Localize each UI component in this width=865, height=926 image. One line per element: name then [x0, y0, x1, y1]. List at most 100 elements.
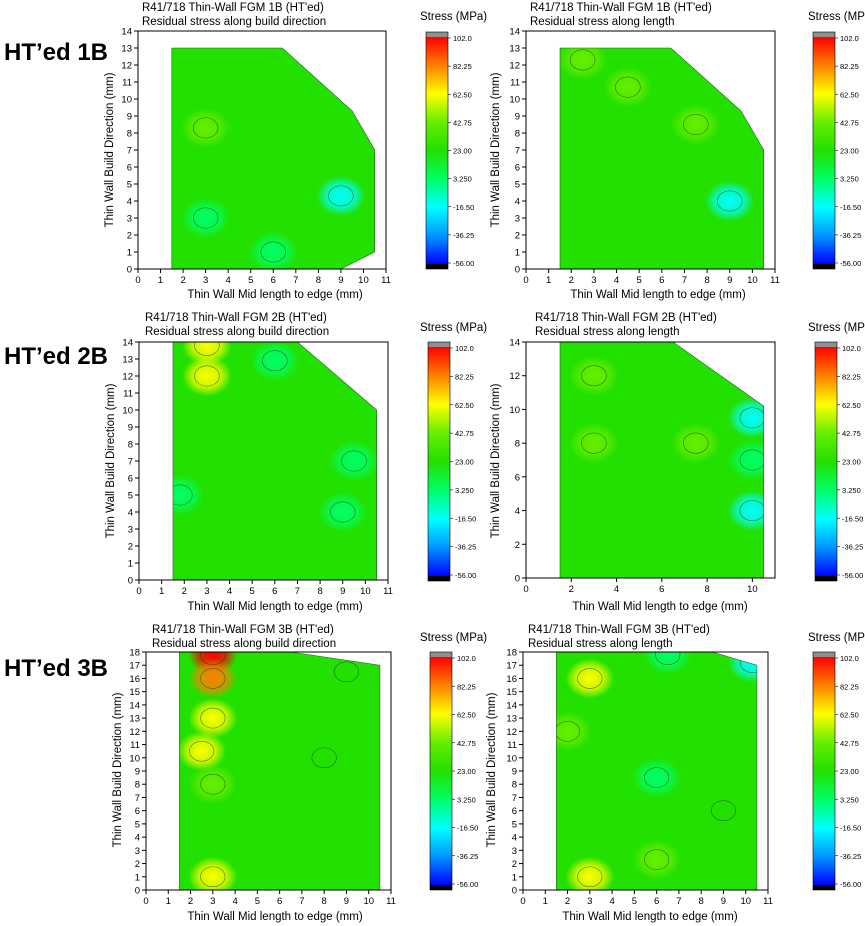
y-axis-label: Thin Wall Build Direction (mm) [490, 72, 502, 227]
stress-feature [560, 48, 608, 81]
colorbar-title: Stress (MPa) [420, 322, 487, 334]
colorbar-tick-label: -56.00 [840, 880, 861, 889]
y-tick-label: 13 [509, 44, 520, 55]
x-tick-label: 10 [740, 896, 751, 907]
colorbar-min-cap [428, 576, 450, 581]
chart-panel-1b-build-direction: R41/718 Thin-Wall FGM 1B (HT'ed) Residua… [104, 2, 391, 301]
x-tick-label: 0 [135, 275, 140, 286]
contour-line [200, 866, 226, 888]
x-tick-label: 1 [546, 275, 551, 286]
x-tick-label: 3 [203, 275, 208, 286]
y-tick-label: 5 [135, 819, 140, 830]
stress-feature [704, 180, 755, 222]
contour-line [189, 740, 215, 762]
y-tick-label: 8 [515, 129, 520, 140]
y-axis-label: Thin Wall Build Direction (mm) [112, 692, 124, 847]
y-tick-label: 9 [127, 112, 132, 123]
y-tick-label: 16 [129, 674, 140, 685]
stress-feature [727, 652, 757, 683]
x-tick-label: 11 [381, 275, 391, 286]
y-tick-label: 5 [512, 819, 517, 830]
colorbar-min-cap [813, 264, 835, 269]
y-tick-label: 17 [129, 661, 140, 672]
chart-panel-2b-build-direction: R41/718 Thin-Wall FGM 2B (HT'ed) Residua… [105, 312, 393, 613]
y-tick-label: 13 [121, 44, 132, 55]
x-tick-label: 6 [654, 896, 659, 907]
chart-subtitle: Residual stress along build direction [142, 16, 326, 28]
x-tick-label: 11 [770, 275, 780, 286]
contour-line [329, 501, 356, 523]
y-tick-label: 0 [515, 265, 520, 276]
y-tick-label: 2 [127, 231, 132, 242]
colorbar-tick-label: -56.00 [455, 571, 476, 580]
y-tick-label: 14 [122, 338, 133, 349]
x-tick-label: 0 [143, 896, 148, 907]
stress-feature [569, 422, 619, 464]
stress-feature [182, 342, 232, 366]
colorbar-tick-label: 82.25 [457, 682, 476, 691]
y-tick-label: 12 [122, 372, 133, 383]
x-tick-label: 3 [591, 275, 596, 286]
x-axis-label: Thin Wall Mid length to edge (mm) [572, 601, 748, 613]
x-tick-label: 1 [159, 586, 164, 597]
colorbar-tick-label: 42.75 [453, 118, 472, 127]
x-tick-label: 2 [569, 584, 574, 595]
colorbar-tick-label: -16.50 [453, 203, 474, 212]
contour-line [328, 185, 354, 207]
x-tick-label: 10 [747, 275, 758, 286]
colorbar-tick-label: -56.00 [457, 880, 478, 889]
colorbar-max-cap [813, 652, 835, 657]
stress-feature [727, 439, 764, 481]
y-tick-label: 16 [506, 674, 517, 685]
contour-line [200, 668, 226, 689]
y-tick-label: 14 [129, 700, 140, 711]
x-tick-label: 5 [250, 586, 255, 597]
contour-line [260, 241, 286, 263]
x-tick-label: 3 [204, 586, 209, 597]
x-tick-label: 2 [569, 275, 574, 286]
stress-feature [602, 66, 653, 108]
x-tick-label: 11 [383, 586, 393, 597]
x-axis-label: Thin Wall Mid length to edge (mm) [570, 289, 746, 301]
y-tick-label: 6 [135, 806, 140, 817]
colorbar-tick-label: -56.00 [840, 259, 861, 268]
stress-feature [317, 491, 368, 533]
stress-feature [698, 790, 748, 831]
y-tick-label: 2 [135, 859, 140, 870]
colorbar-tick-label: 23.00 [455, 458, 474, 467]
stress-feature [188, 764, 238, 805]
contour-line [655, 652, 681, 665]
y-tick-label: 4 [512, 833, 517, 844]
x-tick-label: 6 [659, 275, 664, 286]
stress-feature [188, 658, 238, 699]
y-tick-label: 7 [512, 793, 517, 804]
x-tick-label: 5 [637, 275, 642, 286]
contour-line [200, 707, 226, 729]
y-tick-label: 8 [127, 129, 132, 140]
stress-feature [632, 839, 682, 880]
contour-line [581, 365, 607, 387]
contour-line [341, 450, 367, 472]
contour-line [577, 866, 603, 888]
y-tick-label: 4 [128, 508, 133, 519]
y-tick-label: 7 [135, 793, 140, 804]
colorbar-tick-label: 62.50 [457, 711, 476, 720]
stress-feature [565, 658, 615, 699]
y-tick-label: 3 [515, 214, 520, 225]
y-tick-label: 8 [135, 780, 140, 791]
colorbar-tick-label: 62.50 [455, 401, 474, 410]
colorbar-tick-label: 42.75 [455, 429, 474, 438]
y-tick-label: 11 [122, 78, 132, 89]
y-tick-label: 14 [121, 27, 132, 38]
colorbar-title: Stress (MPa) [808, 322, 865, 334]
row-label-1b: HT’ed 1B [4, 39, 108, 66]
y-tick-label: 1 [135, 872, 140, 883]
contour-line [739, 500, 764, 522]
colorbar-tick-label: -56.00 [453, 259, 474, 268]
x-tick-label: 10 [747, 584, 758, 595]
x-tick-label: 5 [248, 275, 253, 286]
y-tick-label: 11 [123, 389, 133, 400]
colorbar-tick-label: 82.25 [840, 62, 859, 71]
contour-line [194, 365, 220, 387]
colorbar-gradient [430, 657, 452, 885]
